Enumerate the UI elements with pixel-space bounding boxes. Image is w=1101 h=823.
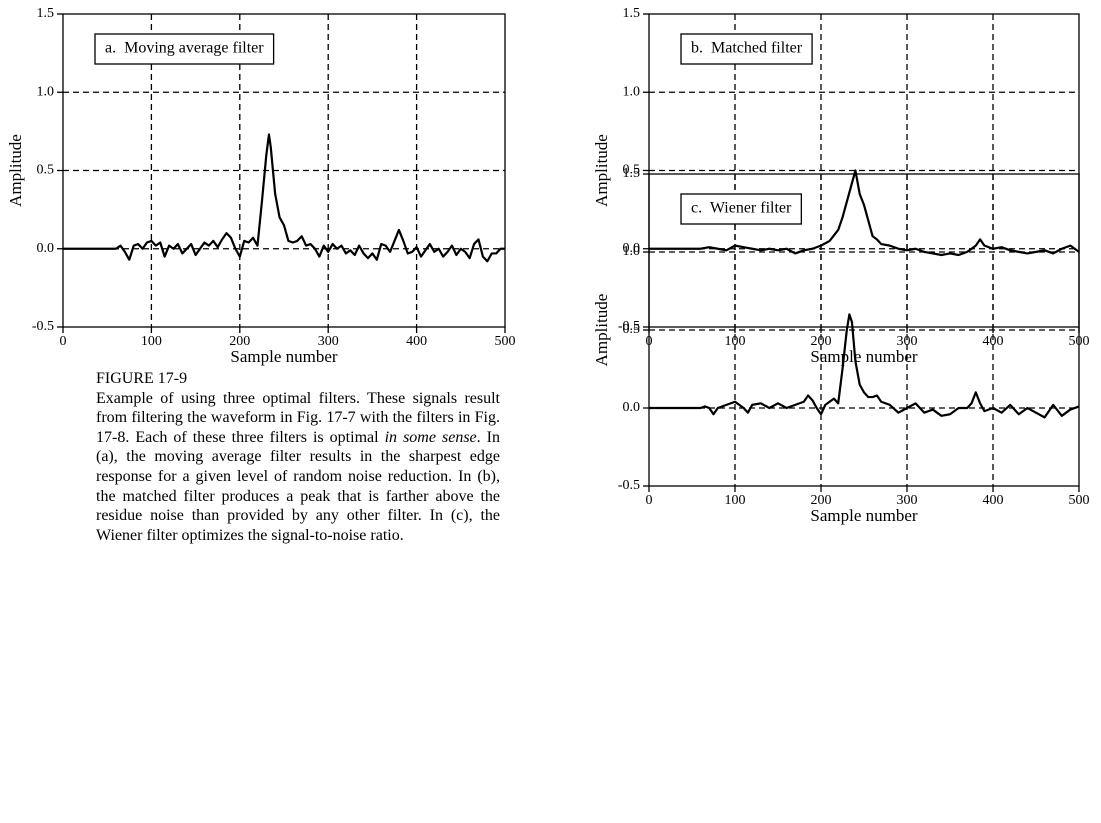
caption-text: Example of using three optimal filters. … xyxy=(96,389,500,446)
y-axis-title: Amplitude xyxy=(592,294,611,367)
y-tick-label: 1.0 xyxy=(37,84,55,99)
x-tick-label: 100 xyxy=(141,334,162,349)
x-tick-label: 300 xyxy=(318,334,339,349)
annotation-box xyxy=(680,33,813,65)
x-axis-title: Sample number xyxy=(810,347,918,366)
x-tick-label: 100 xyxy=(725,334,746,349)
caption-text: . In (a), the moving average filter resu… xyxy=(96,428,501,544)
annotation-box xyxy=(680,193,802,225)
plot-frame xyxy=(648,13,1080,328)
x-tick-label: 300 xyxy=(897,334,918,349)
y-tick-label: 0.0 xyxy=(37,241,55,256)
data-line xyxy=(63,133,505,263)
chart: -0.5 0.0 0.5 1.0 1.5 0 100 200 300 400 500 Sample n… xyxy=(6,6,516,366)
annotation: c. Wiener filter xyxy=(691,200,792,217)
x-tick-label: 400 xyxy=(983,493,1004,508)
y-axis-title: Amplitude xyxy=(592,134,611,207)
y-tick-label: -0.5 xyxy=(618,478,640,493)
x-tick-label: 0 xyxy=(60,334,67,349)
y-tick-label: -0.5 xyxy=(32,319,54,334)
y-tick-label: 0.5 xyxy=(37,163,55,178)
x-tick-label: 400 xyxy=(406,334,427,349)
y-tick-label: 1.5 xyxy=(37,6,55,21)
y-tick-label: 0.0 xyxy=(623,241,641,256)
annotation: b. Matched filter xyxy=(691,40,803,57)
y-tick-label: 1.0 xyxy=(623,84,641,99)
y-tick-label: 0.5 xyxy=(623,322,641,337)
data-line xyxy=(649,313,1080,419)
caption-label: FIGURE 17-9 xyxy=(96,370,188,387)
x-tick-label: 200 xyxy=(811,493,832,508)
y-tick-label: 0.5 xyxy=(623,163,641,178)
plot-frame xyxy=(648,173,1080,487)
x-tick-label: 500 xyxy=(1069,493,1090,508)
x-axis-title: Sample number xyxy=(810,506,918,525)
y-tick-label: 1.5 xyxy=(623,6,641,21)
caption: FIGURE 17-9 Example of using three optim… xyxy=(96,369,500,545)
x-tick-label: 0 xyxy=(646,493,653,508)
y-tick-label: 0.0 xyxy=(623,400,641,415)
x-tick-label: 400 xyxy=(983,334,1004,349)
x-tick-label: 200 xyxy=(811,334,832,349)
y-tick-label: -0.5 xyxy=(618,319,640,334)
x-tick-label: 200 xyxy=(229,334,250,349)
annotation-box xyxy=(94,33,275,65)
y-axis-title: Amplitude xyxy=(6,134,25,207)
x-axis-title: Sample number xyxy=(230,347,338,366)
annotation: a. Moving average filter xyxy=(105,40,264,57)
y-tick-label: 1.5 xyxy=(623,166,641,181)
chart: -0.5 0.0 0.5 1.0 1.5 0 100 200 300 400 500 Sample n… xyxy=(592,166,1090,525)
y-tick-label: 1.0 xyxy=(623,244,641,259)
caption-emphasis: in some sense xyxy=(384,428,477,446)
x-tick-label: 300 xyxy=(897,493,918,508)
x-tick-label: 500 xyxy=(495,334,516,349)
plot-frame xyxy=(62,13,506,328)
x-tick-label: 100 xyxy=(725,493,746,508)
data-line xyxy=(649,169,1080,257)
